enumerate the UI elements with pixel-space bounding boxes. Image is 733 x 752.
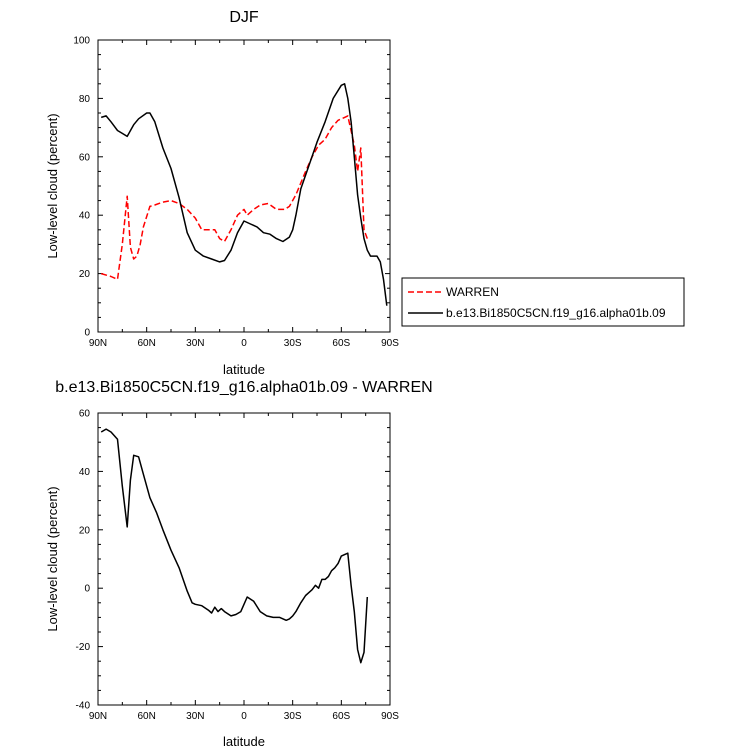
y-tick-label: 80 xyxy=(79,94,91,105)
x-tick-label: 30N xyxy=(186,338,204,349)
plot-frame xyxy=(97,412,391,706)
series-line-0 xyxy=(100,115,369,281)
x-tick-label: 60N xyxy=(137,338,155,349)
legend-label-model: b.e13.Bi1850C5CN.f19_g16.alpha01b.09 xyxy=(446,306,666,320)
chart-title: b.e13.Bi1850C5CN.f19_g16.alpha01b.09 - W… xyxy=(55,379,432,396)
x-tick-label: 0 xyxy=(241,711,247,722)
chart-title: DJF xyxy=(229,9,259,26)
series-line-0 xyxy=(100,428,369,664)
plot-frame xyxy=(97,39,391,333)
plot-area: 90N 60N 30N 0 30S 60S 90S 0 20 40 60 80 100 xyxy=(73,36,399,350)
x-tick-label: 60N xyxy=(137,711,155,722)
x-tick-label: 90N xyxy=(89,711,107,722)
y-tick-label: 100 xyxy=(73,36,90,47)
x-tick-label: 30S xyxy=(284,711,302,722)
x-tick-label: 0 xyxy=(241,338,247,349)
x-tick-label: 90S xyxy=(381,711,399,722)
y-axis-label: Low-level cloud (percent) xyxy=(45,486,60,631)
y-tick-label: 0 xyxy=(84,584,90,595)
series-line-1 xyxy=(100,83,388,306)
y-tick-label: 60 xyxy=(79,409,91,420)
x-tick-label: 90N xyxy=(89,338,107,349)
legend-box xyxy=(401,277,685,327)
chart-difference: b.e13.Bi1850C5CN.f19_g16.alpha01b.09 - W… xyxy=(45,379,433,749)
x-tick-label: 90S xyxy=(381,338,399,349)
y-tick-label: 0 xyxy=(84,328,90,339)
chart-djf: DJF 90N 60N 30N 0 30S 60S 90S 0 20 40 60 80 100 lati… xyxy=(45,9,399,377)
x-tick-label: 30N xyxy=(186,711,204,722)
x-tick-label: 60S xyxy=(332,338,350,349)
y-axis-label: Low-level cloud (percent) xyxy=(45,113,60,258)
plot-area: 90N 60N 30N 0 30S 60S 90S -40 -20 0 20 40 60 xyxy=(76,409,400,723)
x-axis-label: latitude xyxy=(223,734,265,749)
y-tick-label: 20 xyxy=(79,525,91,536)
y-tick-label: 40 xyxy=(79,467,91,478)
legend: WARREN b.e13.Bi1850C5CN.f19_g16.alpha01b… xyxy=(401,277,685,327)
y-tick-label: 20 xyxy=(79,269,91,280)
y-tick-label: 40 xyxy=(79,211,91,222)
legend-label-warren: WARREN xyxy=(446,285,499,299)
x-tick-label: 30S xyxy=(284,338,302,349)
y-tick-label: 60 xyxy=(79,152,91,163)
y-tick-label: -20 xyxy=(76,642,91,653)
y-tick-label: -40 xyxy=(76,701,91,712)
x-tick-label: 60S xyxy=(332,711,350,722)
x-axis-label: latitude xyxy=(223,362,265,377)
